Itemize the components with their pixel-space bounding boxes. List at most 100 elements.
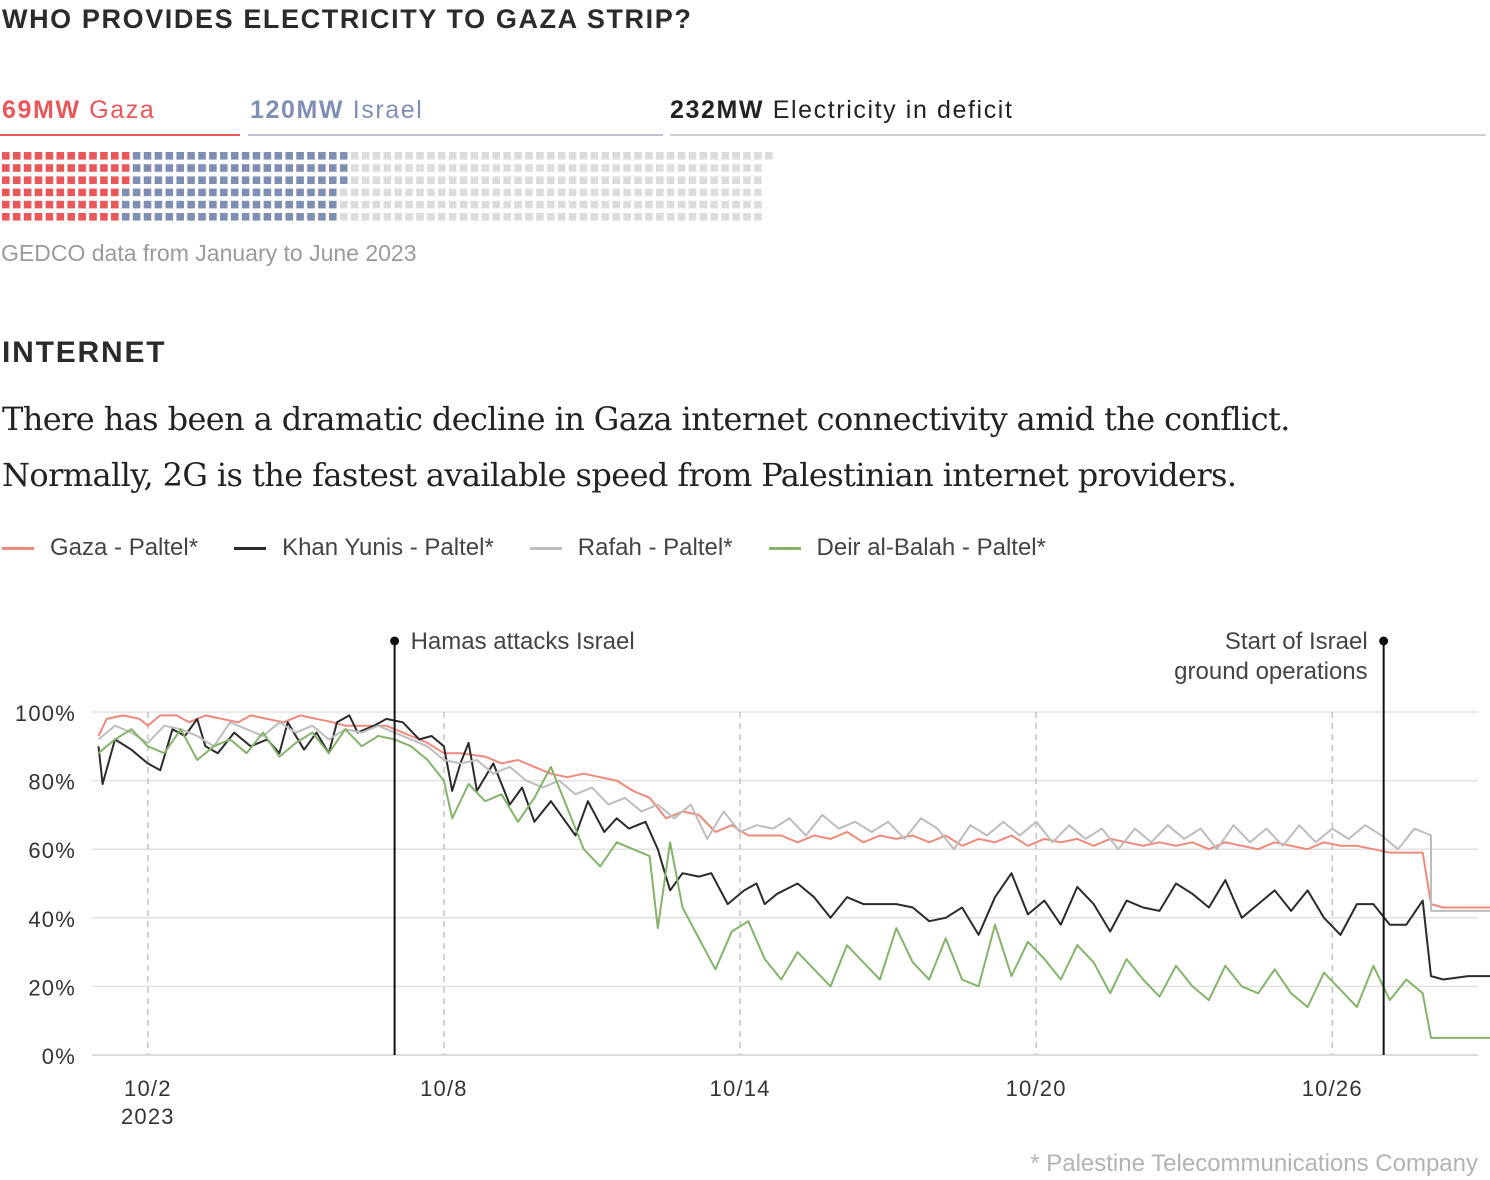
waffle-cell-israel — [132, 200, 141, 209]
waffle-cell-israel — [329, 213, 337, 221]
waffle-cell-electricity-in-deficit — [721, 152, 729, 160]
waffle-cell-gaza — [56, 188, 65, 197]
legend-swatch — [768, 546, 801, 550]
waffle-cell-electricity-in-deficit — [525, 213, 533, 221]
waffle-cell-electricity-in-deficit — [754, 200, 762, 209]
waffle-cell-israel — [285, 164, 293, 172]
waffle-cell-electricity-in-deficit — [656, 188, 664, 197]
waffle-cell-israel — [307, 152, 315, 160]
waffle-cell-electricity-in-deficit — [579, 152, 588, 160]
waffle-cell-electricity-in-deficit — [394, 152, 402, 160]
waffle-cell-electricity-in-deficit — [754, 164, 762, 172]
legend-label: Deir al-Balah - Paltel* — [816, 534, 1046, 561]
waffle-cell-electricity-in-deficit — [677, 188, 686, 197]
x-tick-label: 10/20 — [1006, 1076, 1067, 1101]
waffle-cell-electricity-in-deficit — [568, 188, 577, 197]
waffle-cell-electricity-in-deficit — [470, 188, 479, 197]
waffle-cell-gaza — [2, 164, 10, 172]
y-tick-label: 40% — [28, 907, 76, 932]
waffle-cell-electricity-in-deficit — [372, 188, 381, 197]
waffle-cell-gaza — [67, 188, 75, 197]
waffle-cell-gaza — [121, 152, 130, 160]
waffle-cell-gaza — [34, 176, 43, 184]
waffle-cell-electricity-in-deficit — [579, 176, 588, 184]
waffle-cell-gaza — [23, 213, 32, 221]
waffle-cell-israel — [329, 188, 337, 197]
waffle-cell-israel — [263, 188, 272, 197]
waffle-cell-electricity-in-deficit — [743, 164, 751, 172]
waffle-cell-electricity-in-deficit — [590, 213, 599, 221]
legend-item: Gaza - Paltel* — [2, 534, 198, 562]
waffle-cell-electricity-in-deficit — [536, 164, 544, 172]
waffle-cell-electricity-in-deficit — [732, 152, 740, 160]
waffle-cell-israel — [230, 213, 239, 221]
waffle-cell-electricity-in-deficit — [666, 176, 675, 184]
waffle-cell-israel — [165, 152, 174, 160]
waffle-cell-electricity-in-deficit — [590, 152, 599, 160]
waffle-cell-electricity-in-deficit — [372, 152, 381, 160]
waffle-cell-electricity-in-deficit — [623, 176, 631, 184]
waffle-cell-electricity-in-deficit — [754, 152, 762, 160]
waffle-cell-gaza — [100, 164, 108, 172]
waffle-cell-electricity-in-deficit — [688, 213, 697, 221]
electricity-source-note: GEDCO data from January to June 2023 — [1, 240, 417, 266]
waffle-cell-gaza — [78, 152, 86, 160]
waffle-cell-electricity-in-deficit — [492, 164, 501, 172]
y-tick-label: 20% — [28, 975, 76, 1000]
waffle-cell-israel — [132, 213, 141, 221]
annotation-dot — [1379, 636, 1389, 646]
internet-connectivity-chart: 0% 20% 40% 60% 80% 100% 10/2 2023 10/8 10/14 10/20… — [15, 628, 1490, 1129]
waffle-cell-electricity-in-deficit — [372, 164, 381, 172]
waffle-cell-israel — [230, 188, 239, 197]
waffle-cell-electricity-in-deficit — [394, 164, 402, 172]
waffle-cell-electricity-in-deficit — [656, 213, 664, 221]
waffle-cell-israel — [274, 188, 283, 197]
waffle-cell-electricity-in-deficit — [656, 164, 664, 172]
waffle-cell-electricity-in-deficit — [514, 188, 522, 197]
waffle-cell-electricity-in-deficit — [656, 176, 664, 184]
waffle-cell-israel — [220, 213, 228, 221]
waffle-cell-electricity-in-deficit — [536, 200, 544, 209]
waffle-cell-electricity-in-deficit — [350, 213, 359, 221]
series-line-deir-al-balah-paltel — [97, 728, 1490, 1039]
waffle-cell-gaza — [12, 200, 21, 209]
waffle-cell-electricity-in-deficit — [405, 152, 413, 160]
waffle-cell-gaza — [23, 188, 32, 197]
waffle-cell-gaza — [2, 213, 10, 221]
waffle-cell-israel — [285, 213, 293, 221]
waffle-cell-israel — [263, 213, 272, 221]
waffle-cell-electricity-in-deficit — [383, 188, 392, 197]
waffle-cell-israel — [230, 152, 239, 160]
waffle-cell-electricity-in-deficit — [645, 213, 653, 221]
waffle-cell-electricity-in-deficit — [427, 176, 435, 184]
waffle-cell-gaza — [45, 213, 54, 221]
waffle-cell-gaza — [78, 164, 86, 172]
waffle-cell-israel — [252, 164, 261, 172]
waffle-cell-electricity-in-deficit — [699, 164, 708, 172]
waffle-cell-electricity-in-deficit — [361, 188, 370, 197]
waffle-cell-electricity-in-deficit — [438, 164, 446, 172]
waffle-cell-electricity-in-deficit — [481, 152, 490, 160]
waffle-cell-israel — [198, 176, 206, 184]
waffle-cell-electricity-in-deficit — [503, 152, 511, 160]
waffle-cell-israel — [307, 188, 315, 197]
waffle-cell-israel — [209, 164, 217, 172]
waffle-cell-electricity-in-deficit — [743, 200, 751, 209]
waffle-cell-electricity-in-deficit — [459, 152, 468, 160]
waffle-cell-electricity-in-deficit — [350, 152, 359, 160]
waffle-cell-israel — [241, 176, 250, 184]
waffle-cell-gaza — [2, 152, 10, 160]
waffle-cell-israel — [241, 200, 250, 209]
waffle-cell-electricity-in-deficit — [732, 200, 740, 209]
waffle-cell-israel — [187, 213, 195, 221]
waffle-cell-israel — [154, 188, 163, 197]
deficit-power-name: Electricity in deficit — [772, 96, 1014, 124]
waffle-cell-gaza — [45, 188, 54, 197]
waffle-cell-israel — [176, 164, 184, 172]
waffle-cell-electricity-in-deficit — [459, 176, 468, 184]
waffle-cell-electricity-in-deficit — [699, 152, 708, 160]
waffle-cell-gaza — [56, 164, 65, 172]
waffle-cell-israel — [154, 152, 163, 160]
waffle-cell-electricity-in-deficit — [470, 152, 479, 160]
waffle-cell-electricity-in-deficit — [536, 176, 544, 184]
